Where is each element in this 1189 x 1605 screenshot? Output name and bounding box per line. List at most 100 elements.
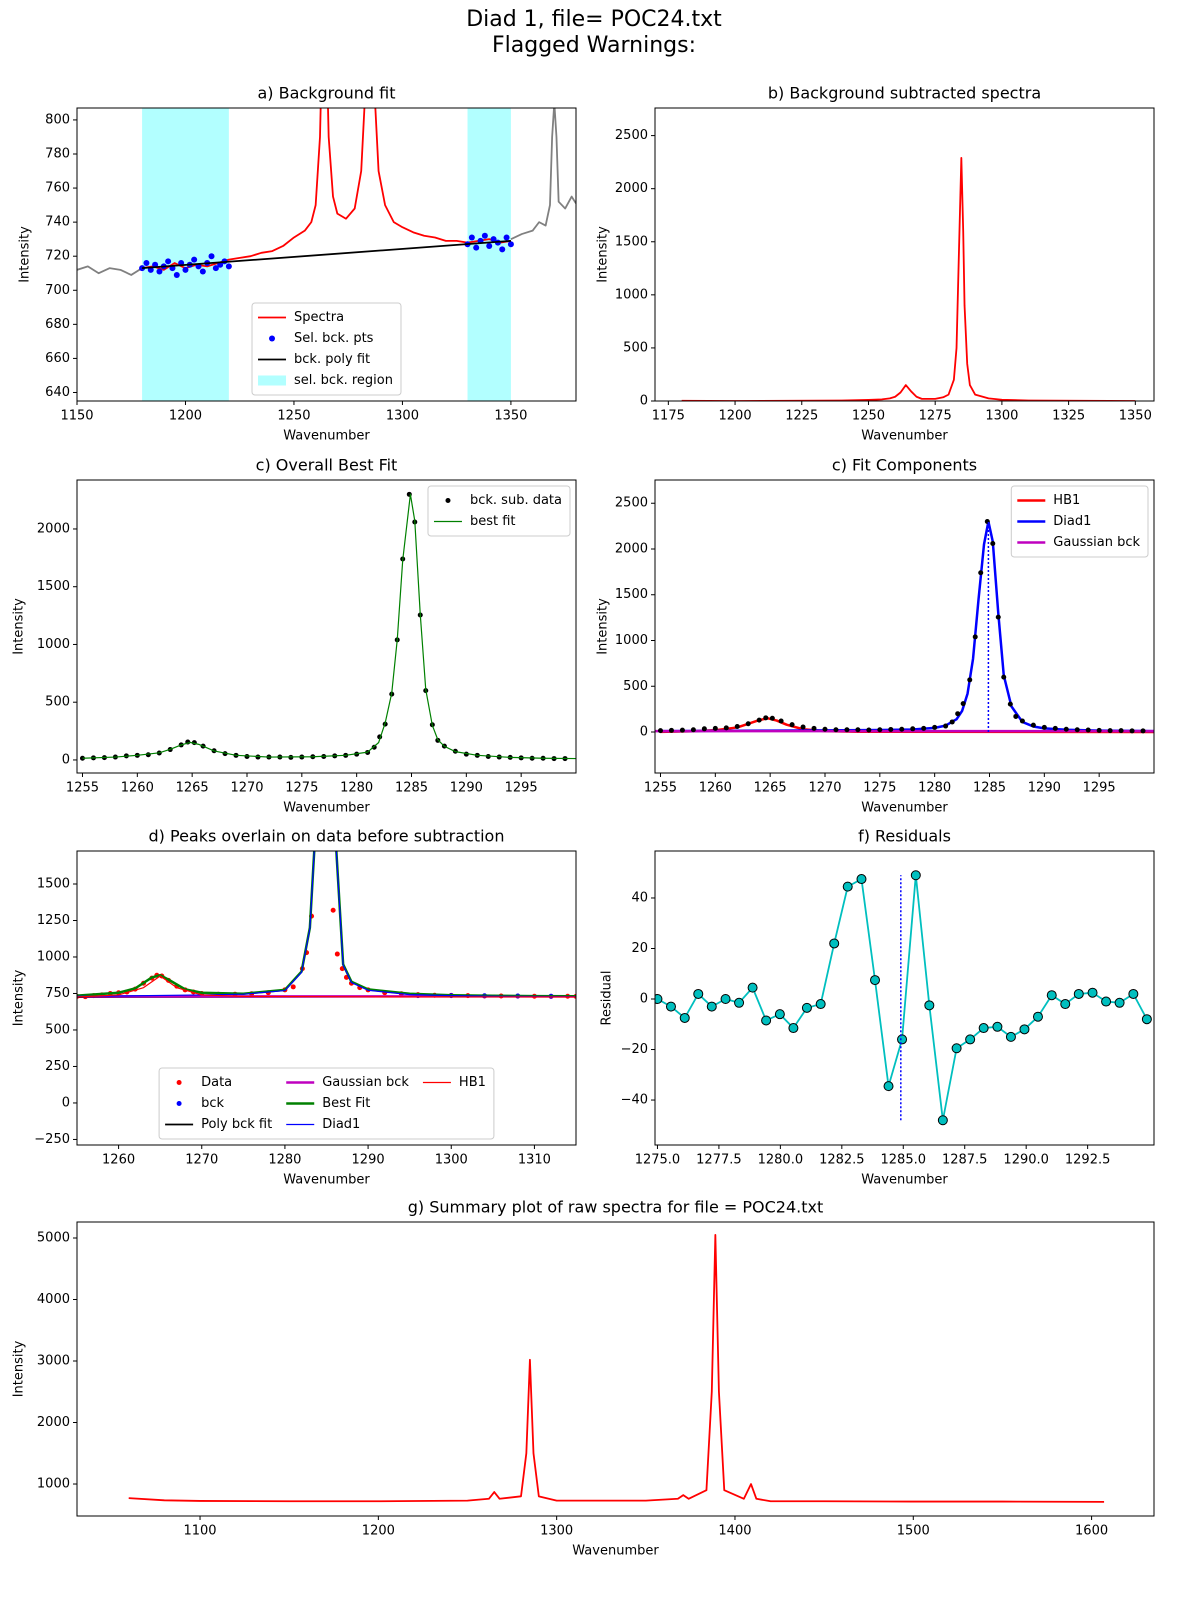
panel: 1255 1260 1265 1270 1275 1280 1285 1290 1295 0 500… — [596, 456, 1155, 816]
x-tick-label: 1277.5 — [696, 1153, 742, 1168]
x-axis-label: Wavenumber — [861, 801, 948, 816]
series-marker — [815, 999, 826, 1010]
y-tick-label: −20 — [621, 1042, 648, 1057]
y-tick-label: 1000 — [615, 633, 648, 648]
panel: 1255 1260 1265 1270 1275 1280 1285 1290 1295 0 500… — [12, 456, 577, 816]
plot-area — [77, 851, 576, 1000]
x-tick-label: 1300 — [435, 1153, 468, 1168]
legend-label: sel. bck. region — [294, 373, 393, 388]
x-axis-label: Wavenumber — [283, 1173, 370, 1188]
y-tick-label: 40 — [631, 890, 648, 905]
y-tick-label: 3000 — [37, 1354, 70, 1369]
x-axis-label: Wavenumber — [283, 801, 370, 816]
panel: 1275.0 1277.5 1280.0 1282.5 1285.0 1287.5 1290… — [600, 827, 1155, 1188]
series-line — [142, 239, 511, 270]
x-tick-label: 1200 — [362, 1524, 395, 1539]
series-marker — [829, 938, 840, 949]
data-point — [990, 541, 996, 547]
axes-frame — [76, 850, 577, 1146]
data-point — [844, 727, 850, 733]
data-point — [778, 718, 784, 724]
x-tick-label: 1270 — [185, 1153, 218, 1168]
series-marker — [774, 1009, 785, 1020]
series-marker — [720, 994, 731, 1005]
y-axis-label: Intensity — [18, 226, 33, 283]
series-marker — [1073, 988, 1084, 999]
data-point — [334, 951, 340, 957]
data-point — [866, 727, 872, 733]
legend: bck. sub. data best fit — [427, 485, 571, 537]
data-point — [1041, 724, 1047, 730]
data-point — [1074, 727, 1080, 733]
data-point — [811, 725, 817, 731]
data-point — [995, 614, 1001, 620]
data-point — [910, 726, 916, 732]
series-marker — [965, 1034, 976, 1045]
axes-frame — [654, 107, 1155, 402]
y-tick-label: 800 — [45, 112, 70, 127]
x-tick-label: 1225 — [785, 409, 818, 424]
legend-label: Sel. bck. pts — [294, 331, 374, 346]
chart-title: d) Peaks overlain on data before subtrac… — [149, 827, 505, 846]
data-point — [855, 727, 861, 733]
plot-area — [681, 156, 1136, 401]
legend-label: Spectra — [294, 310, 344, 325]
y-axis-label: Intensity — [596, 598, 611, 655]
y-tick-label: 2000 — [37, 1415, 70, 1430]
y-tick-label: 1500 — [37, 876, 70, 891]
x-tick-label: 1290 — [1028, 781, 1061, 796]
data-point — [723, 725, 729, 731]
series-marker — [1141, 1014, 1152, 1025]
y-tick-label: 760 — [45, 181, 70, 196]
legend-label: Diad1 — [322, 1117, 360, 1132]
data-point — [712, 725, 718, 731]
series-marker — [992, 1021, 1003, 1032]
series-marker — [978, 1023, 989, 1034]
y-tick-label: 0 — [62, 752, 70, 767]
series-marker — [856, 874, 867, 885]
series-marker — [801, 1002, 812, 1013]
series-marker — [951, 1043, 962, 1054]
data-point — [701, 726, 707, 732]
data-point — [486, 242, 493, 249]
x-tick-label: 1285.0 — [881, 1153, 927, 1168]
data-point — [763, 715, 769, 721]
legend-handle — [176, 1101, 182, 1106]
chart-title: c) Fit Components — [832, 456, 977, 475]
data-point — [1129, 728, 1135, 734]
data-point — [734, 724, 740, 730]
series-marker — [761, 1015, 772, 1026]
series-marker — [910, 870, 921, 881]
y-axis-label: Residual — [600, 971, 615, 1026]
data-point — [507, 241, 514, 248]
y-axis-label: Intensity — [12, 598, 27, 655]
x-tick-label: 1255 — [644, 781, 677, 796]
data-point — [789, 722, 795, 728]
data-point — [690, 727, 696, 733]
data-point — [490, 236, 497, 243]
data-point — [1052, 725, 1058, 731]
y-tick-label: 660 — [45, 351, 70, 366]
x-tick-label: 1500 — [897, 1524, 930, 1539]
y-tick-label: 2000 — [615, 541, 648, 556]
x-axis-label: Wavenumber — [283, 429, 370, 444]
data-point — [877, 727, 883, 733]
x-tick-label: 1280 — [268, 1153, 301, 1168]
series-marker — [747, 982, 758, 993]
y-tick-label: 0 — [62, 1095, 70, 1110]
chart-title: f) Residuals — [858, 827, 951, 846]
legend-label: Diad1 — [1053, 514, 1091, 529]
series-line — [77, 851, 576, 998]
series-marker — [924, 1000, 935, 1011]
data-point — [212, 265, 219, 272]
data-point — [949, 719, 955, 725]
data-point — [1063, 726, 1069, 732]
data-point — [1013, 713, 1019, 719]
x-tick-label: 1275.0 — [635, 1153, 681, 1168]
axes-frame — [654, 479, 1155, 774]
series-marker — [883, 1081, 894, 1092]
data-point — [1019, 718, 1025, 724]
x-tick-label: 1325 — [1052, 409, 1085, 424]
legend-box — [427, 485, 571, 537]
figure-subtitle: Flagged Warnings: — [492, 33, 696, 58]
